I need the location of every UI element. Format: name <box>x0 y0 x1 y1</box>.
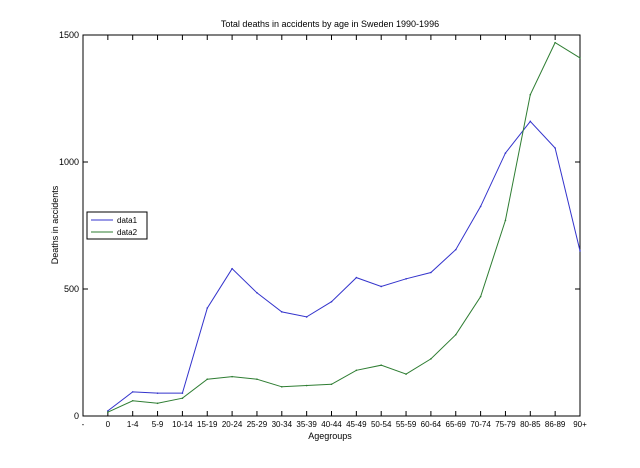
y-tick-label: 1000 <box>59 157 79 167</box>
data-point <box>454 333 457 336</box>
x-tick-label: 30-34 <box>272 420 293 429</box>
x-tick-label: 75-79 <box>495 420 516 429</box>
y-axis-ticks: 0 500 1000 1500 <box>59 30 580 421</box>
chart-title: Total deaths in accidents by age in Swed… <box>221 19 439 29</box>
data-point <box>504 152 507 154</box>
data-point <box>454 248 457 251</box>
series-line-data1 <box>107 120 581 412</box>
x-tick-label: 40-44 <box>321 420 342 429</box>
data-point <box>579 57 581 59</box>
data-point <box>554 41 556 44</box>
legend-label: data1 <box>117 216 138 225</box>
data-point <box>206 378 209 380</box>
data-point <box>281 385 283 388</box>
legend-label: data2 <box>117 228 138 237</box>
x-axis-label: Agegroups <box>308 431 352 441</box>
data-point <box>330 300 333 303</box>
x-tick-label: 35-39 <box>296 420 317 429</box>
data-point <box>355 369 358 372</box>
series-line-data2 <box>107 41 581 413</box>
x-tick-label: 70-74 <box>470 420 491 429</box>
data-point <box>156 392 159 394</box>
x-tick-label: 1-4 <box>127 420 139 429</box>
data-point <box>256 378 258 380</box>
data-point <box>181 397 184 400</box>
x-tick-label: 5-9 <box>152 420 164 429</box>
data-point <box>405 373 407 375</box>
data-point <box>206 307 209 309</box>
data-point <box>131 399 134 402</box>
x-tick-label: 50-54 <box>371 420 392 429</box>
x-tick-label: 86-89 <box>545 420 566 429</box>
data-point <box>281 311 283 313</box>
data-point <box>256 292 258 294</box>
x-tick-label: 15-19 <box>197 420 218 429</box>
y-tick-label: 500 <box>64 284 79 294</box>
x-tick-label: 0 <box>106 420 111 429</box>
data-point <box>380 364 383 367</box>
data-point <box>107 411 109 413</box>
x-tick-label: 65-69 <box>446 420 467 429</box>
x-tick-label: 60-64 <box>421 420 442 429</box>
x-tick-label: - <box>82 420 85 429</box>
data-point <box>554 147 556 149</box>
data-point <box>231 375 233 378</box>
data-point <box>330 383 333 386</box>
data-point <box>181 392 184 394</box>
data-point <box>479 295 482 298</box>
data-point <box>156 402 159 405</box>
y-axis-label: Deaths in accidents <box>50 185 60 264</box>
legend-box <box>86 211 148 240</box>
data-point <box>305 384 308 387</box>
x-tick-label: 25-29 <box>247 420 268 429</box>
x-tick-label: 10-14 <box>172 420 193 429</box>
data-point <box>355 276 358 279</box>
y-tick-label: 0 <box>74 411 79 421</box>
x-axis-ticks: - 0 1-4 5-9 10-14 15-19 20-24 25-29 30-34 35-39 40… <box>82 35 587 429</box>
data-point <box>579 250 581 252</box>
data-point <box>430 271 432 274</box>
y-tick-label: 1500 <box>59 30 79 40</box>
data-point <box>380 285 383 288</box>
data-point <box>107 410 109 412</box>
data-point <box>430 358 432 360</box>
x-tick-label: 55-59 <box>396 420 417 429</box>
data-point <box>131 391 134 393</box>
x-tick-label: 90+ <box>573 420 587 429</box>
data-point <box>504 219 507 222</box>
data-point <box>305 316 308 318</box>
legend: data1 data2 <box>86 211 148 240</box>
x-tick-label: 45-49 <box>346 420 367 429</box>
x-tick-label: 80-85 <box>520 420 541 429</box>
series-layer <box>107 41 581 413</box>
data-point <box>529 120 532 123</box>
data-point <box>405 278 407 280</box>
plot-frame <box>82 34 581 417</box>
data-point <box>231 267 233 270</box>
data-point <box>479 205 482 208</box>
data-point <box>529 93 532 96</box>
x-tick-label: 20-24 <box>222 420 243 429</box>
